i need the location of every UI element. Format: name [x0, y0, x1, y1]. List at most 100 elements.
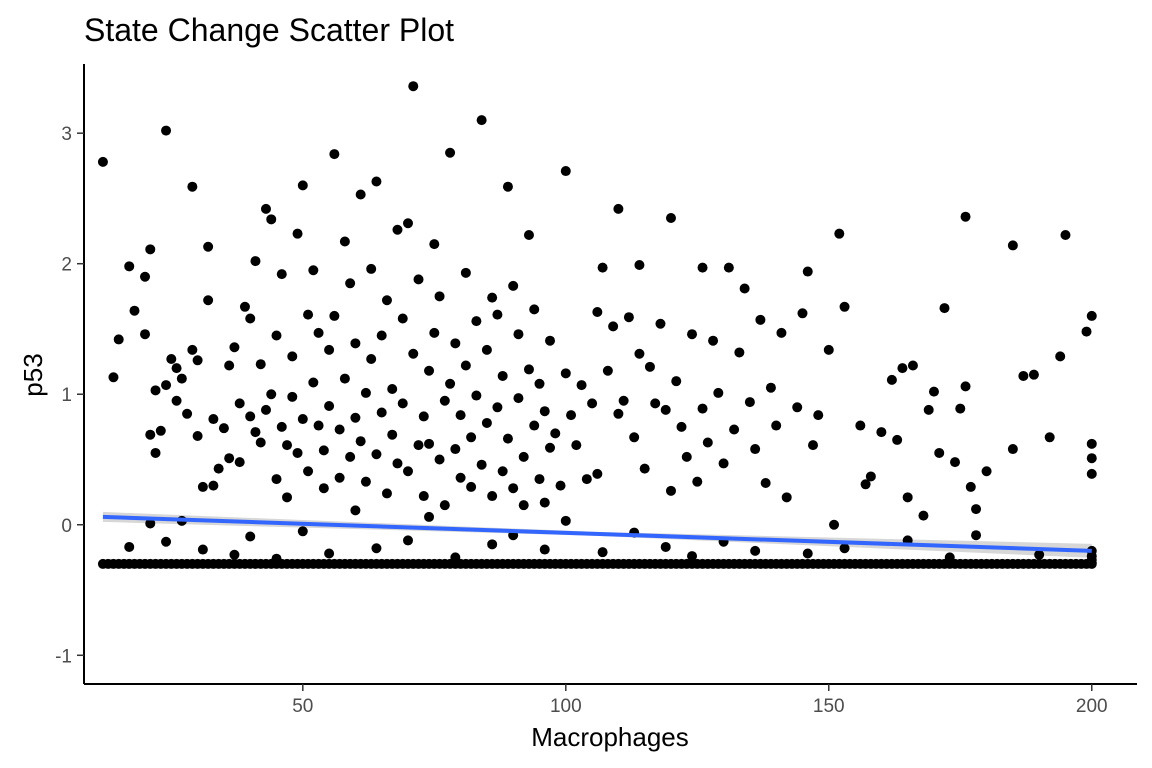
data-point: [634, 260, 645, 271]
plot-area: [97, 81, 1097, 569]
data-point: [718, 458, 729, 469]
data-point: [502, 181, 513, 192]
data-point: [234, 457, 245, 468]
data-point: [255, 359, 266, 370]
data-point: [755, 314, 766, 325]
data-point: [371, 543, 382, 554]
data-point: [345, 278, 356, 289]
data-point: [350, 338, 361, 349]
data-point: [518, 451, 529, 462]
y-tick-label: -1: [55, 646, 72, 667]
data-point: [1086, 310, 1097, 321]
data-point: [971, 530, 982, 541]
data-point: [708, 335, 719, 346]
data-point: [424, 438, 435, 449]
data-point: [229, 549, 240, 560]
data-point: [203, 295, 214, 306]
data-point: [455, 410, 466, 421]
data-point: [687, 551, 698, 562]
data-point: [434, 291, 445, 302]
data-point: [918, 510, 929, 521]
data-point: [487, 491, 498, 502]
data-point: [260, 404, 271, 415]
data-point: [150, 447, 161, 458]
data-point: [508, 280, 519, 291]
data-point: [487, 539, 498, 550]
data-point: [203, 241, 214, 252]
y-tick-label: 1: [61, 385, 72, 406]
data-point: [355, 436, 366, 447]
data-point: [1044, 432, 1055, 443]
data-point: [434, 454, 445, 465]
data-point: [345, 451, 356, 462]
data-point: [287, 391, 298, 402]
data-point: [665, 213, 676, 224]
data-point: [539, 497, 550, 508]
data-point: [397, 398, 408, 409]
data-point: [318, 445, 329, 456]
data-point: [739, 283, 750, 294]
data-point: [113, 334, 124, 345]
data-point: [140, 271, 151, 282]
x-axis-title: Macrophages: [531, 722, 689, 752]
data-point: [665, 485, 676, 496]
data-point: [429, 327, 440, 338]
data-point: [329, 310, 340, 321]
data-point: [760, 477, 771, 488]
data-point: [839, 301, 850, 312]
data-point: [308, 265, 319, 276]
data-point: [660, 404, 671, 415]
data-point: [271, 474, 282, 485]
data-point: [644, 361, 655, 372]
data-point: [566, 410, 577, 421]
data-point: [676, 421, 687, 432]
chart-title: State Change Scatter Plot: [84, 12, 454, 48]
data-point: [592, 307, 603, 317]
data-point: [750, 545, 761, 556]
data-point: [408, 348, 419, 359]
data-point: [450, 444, 461, 455]
data-point: [266, 389, 277, 400]
x-axis-ticks: 50 100 150 200: [292, 684, 1108, 717]
data-point: [392, 458, 403, 469]
y-tick-label: 2: [61, 255, 72, 276]
data-point: [376, 407, 387, 418]
data-point: [292, 228, 303, 239]
data-point: [208, 414, 219, 425]
data-point: [187, 344, 198, 355]
data-point: [392, 224, 403, 235]
data-point: [150, 385, 161, 396]
data-point: [939, 303, 950, 314]
data-point: [161, 380, 172, 391]
data-point: [187, 181, 198, 192]
data-point: [418, 491, 429, 502]
data-point: [697, 262, 708, 273]
data-point: [155, 425, 166, 436]
x-tick-label: 200: [1076, 696, 1108, 717]
data-point: [360, 476, 371, 487]
data-point: [339, 373, 350, 384]
data-point: [792, 402, 803, 413]
data-point: [97, 156, 108, 167]
data-point: [387, 429, 398, 440]
data-point: [481, 344, 492, 355]
trend-line: [102, 514, 1092, 553]
data-point: [466, 481, 477, 492]
data-point: [376, 330, 387, 341]
data-point: [303, 309, 314, 320]
data-point: [460, 360, 471, 371]
data-point: [744, 397, 755, 408]
data-point: [350, 412, 361, 423]
data-point: [287, 351, 298, 362]
data-point: [1060, 229, 1071, 240]
data-point: [587, 398, 598, 409]
data-point: [623, 312, 634, 323]
data-point: [450, 552, 461, 563]
data-point: [829, 519, 840, 530]
data-point: [529, 420, 540, 431]
data-point: [292, 447, 303, 458]
data-point: [366, 353, 377, 364]
data-point: [1086, 557, 1097, 568]
data-point: [339, 236, 350, 247]
